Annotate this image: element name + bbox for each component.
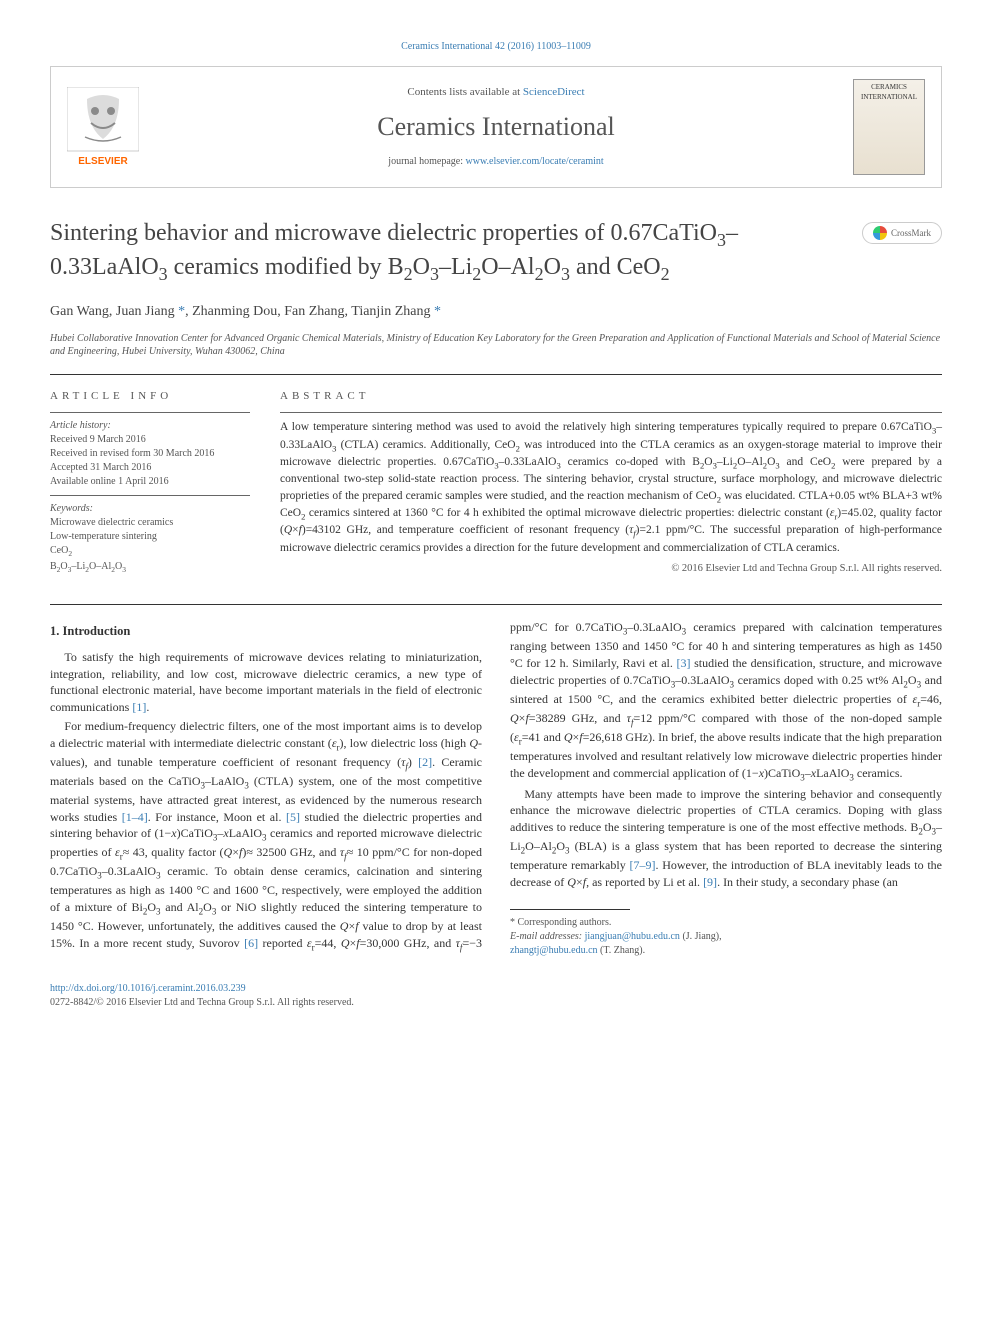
history-label: Article history:: [50, 419, 250, 433]
corresponding-footnote: * Corresponding authors. E-mail addresse…: [510, 916, 942, 958]
divider: [50, 374, 942, 375]
sciencedirect-link[interactable]: ScienceDirect: [523, 86, 585, 98]
top-citation: Ceramics International 42 (2016) 11003–1…: [50, 40, 942, 54]
issn-copyright: 0272-8842/© 2016 Elsevier Ltd and Techna…: [50, 996, 942, 1010]
authors-line: Gan Wang, Juan Jiang *, Zhanming Dou, Fa…: [50, 302, 942, 322]
body-two-columns: 1. Introduction To satisfy the high requ…: [50, 619, 942, 957]
corr-label: * Corresponding authors.: [510, 916, 942, 930]
journal-name: Ceramics International: [139, 109, 853, 145]
page-footer: http://dx.doi.org/10.1016/j.ceramint.201…: [50, 982, 942, 1010]
article-info-heading: ARTICLE INFO: [50, 389, 250, 404]
citation-link[interactable]: Ceramics International 42 (2016) 11003–1…: [401, 41, 591, 52]
journal-header: ELSEVIER Contents lists available at Sci…: [50, 66, 942, 188]
keywords-list: Microwave dielectric ceramicsLow-tempera…: [50, 516, 250, 575]
abstract-text: A low temperature sintering method was u…: [280, 419, 942, 555]
info-abstract-row: ARTICLE INFO Article history: Received 9…: [50, 389, 942, 576]
elsevier-logo: ELSEVIER: [67, 87, 139, 167]
divider: [50, 604, 942, 605]
article-title: Sintering behavior and microwave dielect…: [50, 218, 942, 286]
journal-cover-thumbnail: CERAMICS INTERNATIONAL: [853, 79, 925, 175]
divider: [50, 412, 250, 413]
doi-link[interactable]: http://dx.doi.org/10.1016/j.ceramint.201…: [50, 983, 246, 994]
keywords-label: Keywords:: [50, 502, 250, 516]
abstract-column: ABSTRACT A low temperature sintering met…: [280, 389, 942, 576]
history-list: Received 9 March 2016Received in revised…: [50, 433, 250, 489]
svg-text:ELSEVIER: ELSEVIER: [78, 156, 128, 167]
section-heading-intro: 1. Introduction: [50, 623, 482, 641]
header-center: Contents lists available at ScienceDirec…: [139, 85, 853, 169]
abstract-heading: ABSTRACT: [280, 389, 942, 404]
affiliation: Hubei Collaborative Innovation Center fo…: [50, 332, 942, 358]
crossmark-icon: [873, 226, 887, 240]
footnote-separator: [510, 909, 630, 910]
article-info-column: ARTICLE INFO Article history: Received 9…: [50, 389, 250, 576]
crossmark-badge[interactable]: CrossMark: [862, 222, 942, 244]
email-line: E-mail addresses: jiangjuan@hubu.edu.cn …: [510, 930, 942, 958]
divider: [50, 495, 250, 496]
homepage-line: journal homepage: www.elsevier.com/locat…: [139, 155, 853, 169]
abstract-copyright: © 2016 Elsevier Ltd and Techna Group S.r…: [280, 562, 942, 577]
homepage-link[interactable]: www.elsevier.com/locate/ceramint: [466, 156, 604, 167]
crossmark-label: CrossMark: [891, 227, 931, 240]
contents-line: Contents lists available at ScienceDirec…: [139, 85, 853, 100]
intro-paragraphs: To satisfy the high requirements of micr…: [50, 619, 942, 957]
divider: [280, 412, 942, 413]
